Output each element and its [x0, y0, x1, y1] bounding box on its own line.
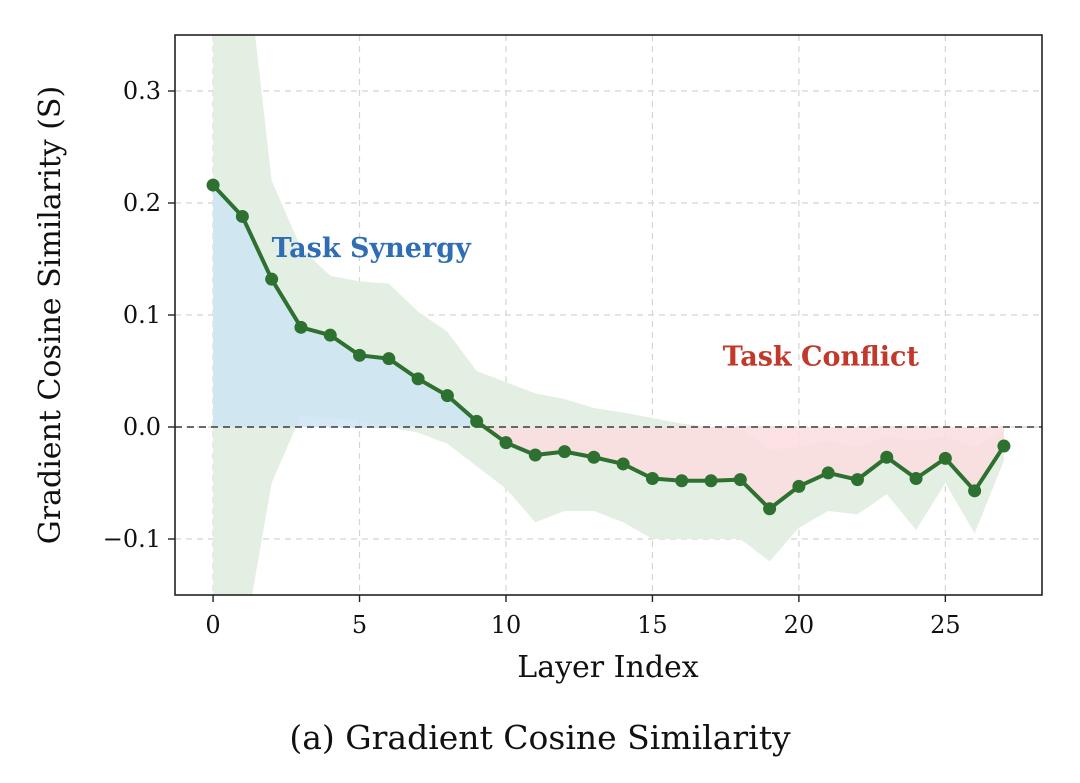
- series-line: [211, 183, 1006, 511]
- y-tick-label: 0.3: [123, 77, 161, 105]
- data-point: [587, 450, 601, 464]
- data-point: [499, 436, 513, 450]
- data-point: [968, 484, 982, 498]
- data-point: [294, 320, 308, 334]
- data-point: [880, 450, 894, 464]
- y-tick-label: 0.2: [123, 189, 161, 217]
- synergy-region: [213, 185, 485, 427]
- data-point: [675, 474, 689, 488]
- std-band: [213, 35, 1004, 595]
- data-point: [997, 439, 1011, 453]
- y-tick-label: 0.0: [123, 413, 161, 441]
- data-point: [558, 445, 572, 459]
- data-point: [470, 414, 484, 428]
- data-point: [938, 451, 952, 465]
- x-ticks: 0 5 10 15 20 25: [205, 595, 961, 639]
- conflict-region: [484, 427, 1004, 509]
- x-tick-label: 15: [637, 611, 668, 639]
- data-point: [763, 502, 777, 516]
- region-fills: [213, 185, 1004, 509]
- confidence-band: [213, 35, 1004, 595]
- annotation-label: Task Conflict: [723, 341, 920, 372]
- y-tick-label: −0.1: [103, 525, 161, 553]
- data-point: [850, 473, 864, 487]
- data-point: [323, 328, 337, 342]
- annotations: Task Synergy Task Conflict: [272, 233, 920, 373]
- x-tick-label: 20: [784, 611, 815, 639]
- x-axis-label: Layer Index: [517, 650, 699, 685]
- x-tick-label: 5: [352, 611, 367, 639]
- data-point: [411, 372, 425, 386]
- data-point: [733, 473, 747, 487]
- figure-caption: (a) Gradient Cosine Similarity: [289, 718, 791, 757]
- data-point: [353, 348, 367, 362]
- data-point: [909, 472, 923, 486]
- line-chart: Task Synergy Task Conflict 0 5 10 15 20 25 −0.…: [33, 34, 1043, 685]
- data-point: [821, 466, 835, 480]
- data-point: [440, 389, 454, 403]
- data-point: [645, 472, 659, 486]
- data-point: [792, 479, 806, 493]
- data-point: [382, 352, 396, 366]
- data-point: [616, 457, 630, 471]
- annotation-label: Task Synergy: [272, 233, 472, 264]
- x-tick-label: 25: [930, 611, 961, 639]
- data-point: [206, 178, 220, 192]
- y-axis-label: Gradient Cosine Similarity (S): [33, 86, 68, 544]
- x-tick-label: 0: [205, 611, 220, 639]
- x-tick-label: 10: [491, 611, 522, 639]
- grid: [175, 35, 1042, 595]
- y-tick-label: 0.1: [123, 301, 161, 329]
- data-point: [235, 209, 249, 223]
- data-series: [206, 178, 1011, 516]
- data-point: [704, 474, 718, 488]
- data-point: [528, 448, 542, 462]
- data-point: [265, 272, 279, 286]
- y-ticks: −0.1 0.0 0.1 0.2 0.3: [103, 77, 175, 553]
